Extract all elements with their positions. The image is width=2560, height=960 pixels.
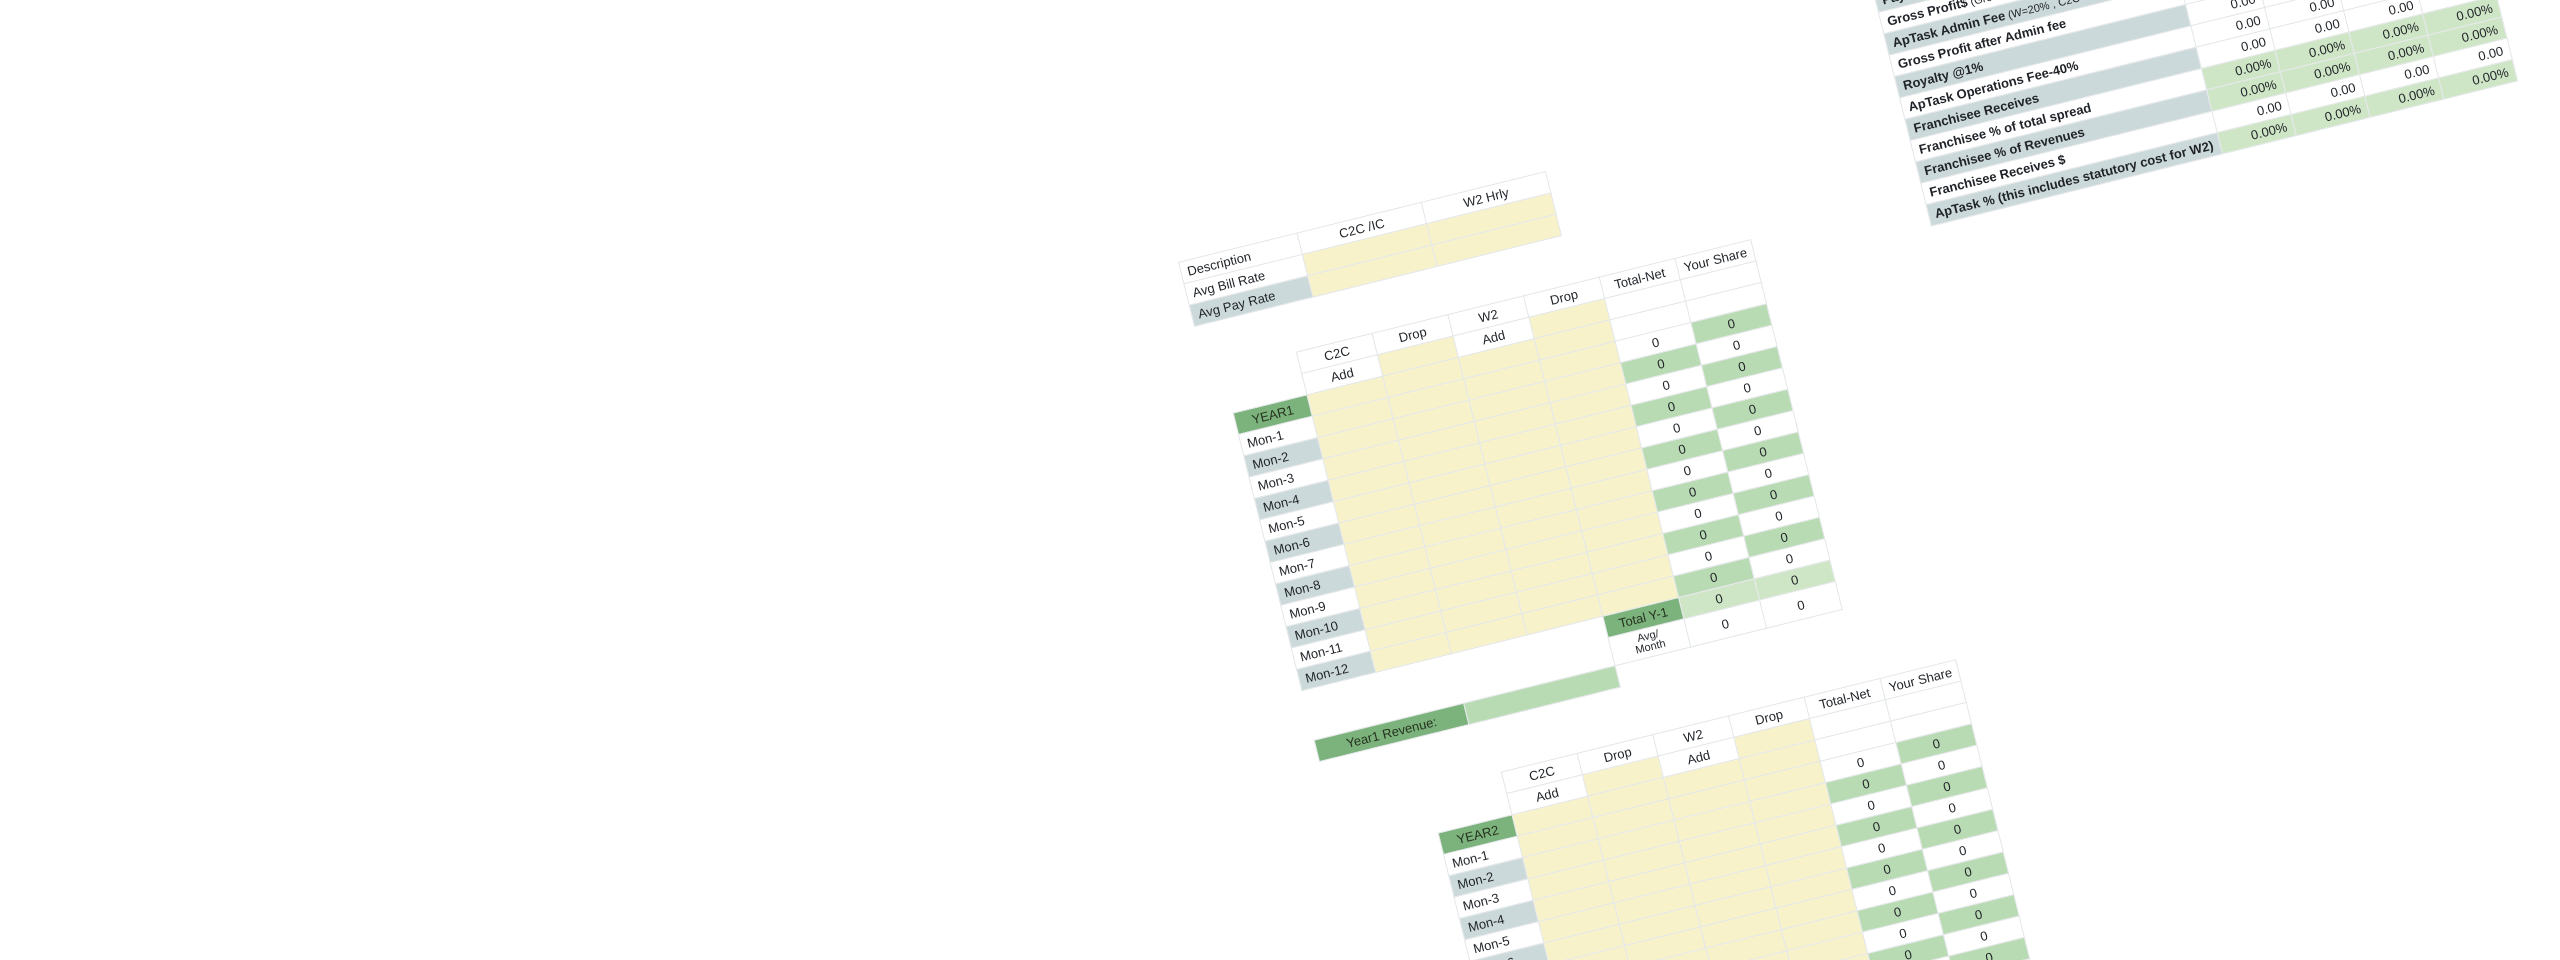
year1-table: C2C Drop W2 Drop Total-Net Your Share Ad… (1222, 239, 1843, 741)
year1-panel: C2C Drop W2 Drop Total-Net Your Share Ad… (1222, 239, 1848, 763)
breakdown-panel: Description Bill Rate0.000.000.000.00Pay… (1862, 0, 2518, 227)
breakdown-rows: Bill Rate0.000.000.000.00Pay Rate0.000.0… (1868, 0, 2518, 226)
breakdown-table: Description Bill Rate0.000.000.000.00Pay… (1862, 0, 2518, 227)
